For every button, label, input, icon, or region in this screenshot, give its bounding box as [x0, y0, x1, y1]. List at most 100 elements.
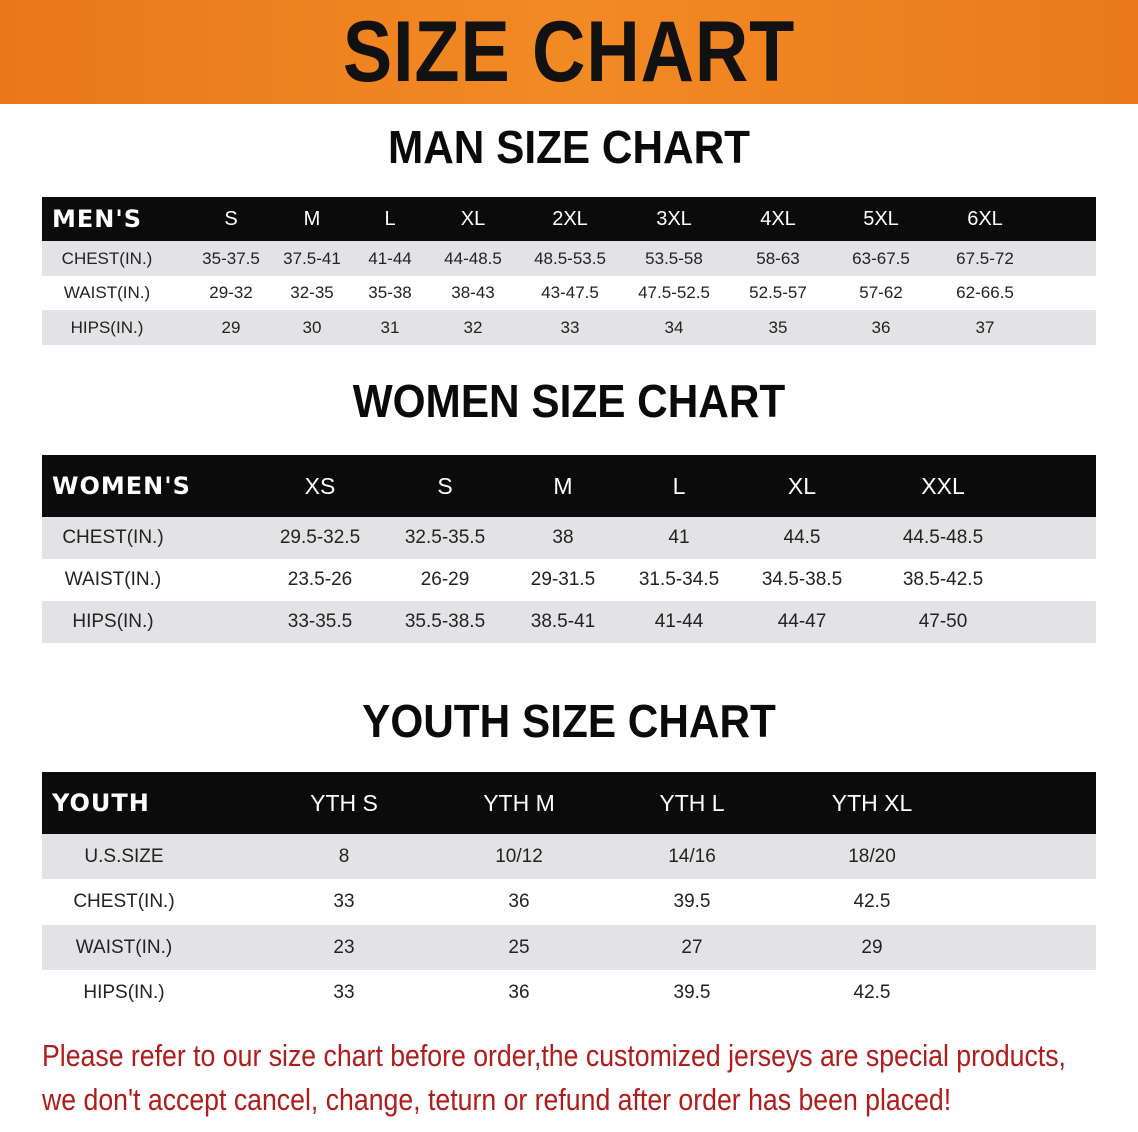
size-column-header: 4XL: [760, 207, 796, 230]
measurement-value: 33: [560, 317, 580, 337]
table-row: CHEST(IN.) 33 36 39.5 42.5: [42, 879, 1096, 925]
table-row: CHEST(IN.) 29.5-32.5 32.5-35.5 38 41 44.5 44.5…: [42, 517, 1096, 559]
measurement-value: 44-48.5: [444, 248, 502, 268]
measurement-value: 35-37.5: [202, 248, 260, 268]
measurement-value: 8: [338, 845, 350, 867]
men-header-label: MEN'S: [52, 205, 142, 233]
measurement-value: 33: [333, 981, 355, 1003]
measurement-value: 14/16: [668, 845, 716, 867]
measurement-value: 47.5-52.5: [638, 283, 710, 302]
measurement-value: 32: [463, 317, 483, 337]
youth-header-row: YOUTH YTH S YTH M YTH L YTH XL: [42, 772, 1096, 834]
measurement-value: 36: [508, 891, 530, 912]
measurement-value: 23.5-26: [287, 569, 353, 590]
measurement-value: 31: [380, 317, 400, 337]
measurement-value: 41-44: [368, 248, 412, 268]
size-column-header: XS: [304, 472, 336, 499]
women-size-table: WOMEN'S XS S M L XL XXL CHEST(IN.) 29.5-32.5 32.5…: [42, 455, 1096, 643]
measurement-value: 32.5-35.5: [404, 527, 486, 548]
size-column-header: M: [553, 472, 573, 499]
measurement-value: 39.5: [673, 891, 711, 912]
size-column-header: YTH L: [659, 789, 725, 816]
men-size-table: MEN'S S M L XL 2XL 3XL 4XL 5XL 6XL CHEST(IN.) 35-37…: [42, 197, 1096, 345]
table-row: WAIST(IN.) 29-32 32-35 35-38 38-43 43-47.5 47.…: [42, 276, 1096, 310]
measurement-value: 38.5-41: [530, 611, 596, 632]
size-column-header: S: [224, 207, 238, 230]
measurement-value: 36: [871, 317, 891, 337]
measurement-label: WAIST(IN.): [75, 936, 173, 958]
measurement-label: WAIST(IN.): [63, 283, 151, 302]
measurement-value: 44.5-48.5: [902, 527, 984, 548]
men-header-row: MEN'S S M L XL 2XL 3XL 4XL 5XL 6XL: [42, 197, 1096, 241]
measurement-label: U.S.SIZE: [84, 845, 164, 867]
measurement-value: 39.5: [673, 981, 711, 1003]
size-column-header: 3XL: [656, 207, 692, 230]
measurement-value: 33: [333, 891, 355, 912]
measurement-value: 29.5-32.5: [279, 527, 361, 548]
notice-line-2: we don't accept cancel, change, teturn o…: [42, 1082, 952, 1117]
measurement-label: CHEST(IN.): [61, 248, 153, 268]
banner: SIZE CHART: [0, 0, 1138, 104]
women-section-title: WOMEN SIZE CHART: [352, 375, 786, 427]
measurement-value: 53.5-58: [645, 248, 703, 268]
measurement-value: 33-35.5: [287, 611, 353, 632]
size-column-header: YTH XL: [831, 789, 913, 816]
measurement-value: 63-67.5: [852, 248, 910, 268]
measurement-value: 35.5-38.5: [404, 611, 486, 632]
measurement-value: 48.5-53.5: [534, 248, 606, 268]
size-column-header: YTH M: [483, 789, 555, 816]
measurement-label: HIPS(IN.): [70, 317, 144, 337]
notice-line-1: Please refer to our size chart before or…: [42, 1038, 1066, 1073]
measurement-value: 43-47.5: [541, 283, 599, 302]
women-header-row: WOMEN'S XS S M L XL XXL: [42, 455, 1096, 517]
measurement-value: 42.5: [853, 981, 891, 1003]
measurement-label: WAIST(IN.): [64, 569, 162, 590]
measurement-value: 37.5-41: [283, 248, 341, 268]
table-row: WAIST(IN.) 23.5-26 26-29 29-31.5 31.5-34.5 34…: [42, 559, 1096, 601]
youth-header-label: YOUTH: [52, 789, 150, 817]
table-row: HIPS(IN.) 33 36 39.5 42.5: [42, 970, 1096, 1015]
measurement-value: 29-31.5: [530, 569, 596, 590]
measurement-value: 31.5-34.5: [638, 569, 720, 590]
measurement-value: 42.5: [853, 891, 891, 912]
men-section-title: MAN SIZE CHART: [387, 121, 751, 173]
measurement-value: 35-38: [368, 283, 412, 302]
women-header-label: WOMEN'S: [52, 472, 191, 500]
measurement-value: 18/20: [848, 845, 896, 867]
measurement-value: 29: [221, 317, 241, 337]
measurement-label: HIPS(IN.): [83, 981, 165, 1003]
measurement-label: CHEST(IN.): [62, 527, 164, 548]
youth-size-table: YOUTH YTH S YTH M YTH L YTH XL U.S.SIZE 8 10/12…: [42, 772, 1096, 1015]
measurement-value: 47-50: [918, 611, 968, 632]
measurement-label: HIPS(IN.): [72, 611, 154, 632]
measurement-value: 25: [508, 936, 530, 958]
measurement-value: 58-63: [756, 248, 800, 268]
size-column-header: L: [672, 472, 686, 499]
measurement-value: 62-66.5: [956, 283, 1014, 302]
measurement-value: 34: [664, 317, 684, 337]
measurement-value: 57-62: [859, 283, 903, 302]
measurement-value: 38: [552, 527, 574, 548]
measurement-value: 41-44: [654, 611, 704, 632]
youth-section-title: YOUTH SIZE CHART: [362, 695, 776, 747]
table-row: HIPS(IN.) 33-35.5 35.5-38.5 38.5-41 41-44 44-…: [42, 601, 1096, 643]
size-column-header: M: [303, 207, 321, 230]
size-column-header: 2XL: [552, 207, 588, 230]
measurement-value: 44.5: [783, 527, 821, 548]
measurement-value: 23: [333, 936, 355, 958]
measurement-value: 35: [768, 317, 788, 337]
measurement-value: 10/12: [495, 845, 543, 867]
measurement-value: 29: [861, 936, 883, 958]
measurement-label: CHEST(IN.): [73, 891, 175, 912]
size-column-header: L: [384, 207, 396, 230]
table-row: U.S.SIZE 8 10/12 14/16 18/20: [42, 834, 1096, 879]
banner-title: SIZE CHART: [342, 4, 796, 100]
size-column-header: YTH S: [310, 789, 378, 816]
size-column-header: XL: [460, 207, 486, 230]
measurement-value: 26-29: [420, 569, 470, 590]
table-row: WAIST(IN.) 23 25 27 29: [42, 925, 1096, 970]
table-row: HIPS(IN.) 29 30 31 32 33 34 35 36 37: [42, 310, 1096, 345]
measurement-value: 41: [668, 527, 690, 548]
measurement-value: 32-35: [290, 283, 334, 302]
measurement-value: 27: [681, 936, 703, 958]
